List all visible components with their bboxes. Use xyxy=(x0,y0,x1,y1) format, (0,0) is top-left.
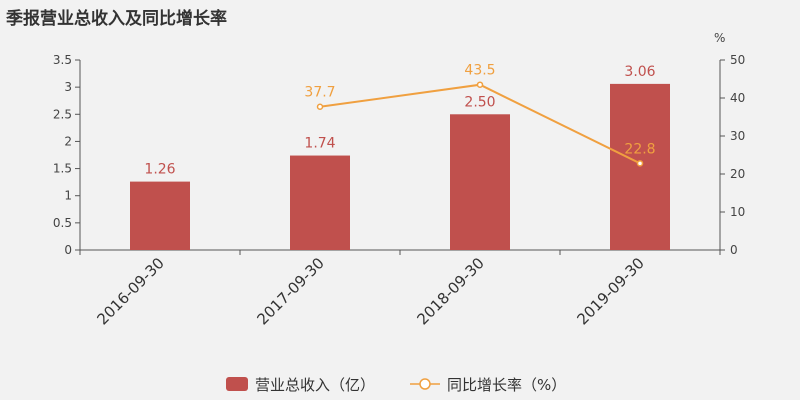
y-left-tick-label: 0 xyxy=(64,243,72,257)
y-left-tick-label: 0.5 xyxy=(53,216,72,230)
y-left-tick-label: 1.5 xyxy=(53,162,72,176)
y-left-tick-label: 2 xyxy=(64,134,72,148)
growth-point xyxy=(316,103,324,110)
bar-data-label: 1.26 xyxy=(144,162,175,178)
bar xyxy=(610,83,670,250)
growth-data-label: 37.7 xyxy=(304,85,335,101)
y-right-tick-label: 20 xyxy=(730,167,745,181)
legend-line-marker xyxy=(419,378,431,390)
x-tick-label: 2019-09-30 xyxy=(573,254,647,328)
bar xyxy=(450,114,510,251)
growth-point xyxy=(476,81,484,88)
y-right-unit: % xyxy=(714,31,725,45)
y-right-tick-label: 0 xyxy=(730,243,738,257)
growth-data-label: 22.8 xyxy=(624,141,655,157)
growth-point xyxy=(636,160,644,167)
y-right-tick-label: 10 xyxy=(730,205,745,219)
y-left-tick-label: 2.5 xyxy=(53,107,72,121)
x-tick-label: 2016-09-30 xyxy=(93,254,167,328)
bar-data-label: 2.50 xyxy=(464,94,495,110)
y-left-tick-label: 3 xyxy=(64,80,72,94)
x-tick-label: 2018-09-30 xyxy=(413,254,487,328)
y-right-tick-label: 50 xyxy=(730,53,745,67)
growth-data-label: 43.5 xyxy=(464,63,495,79)
y-right-tick-label: 30 xyxy=(730,129,745,143)
legend-bar-swatch xyxy=(226,377,248,391)
chart-title: 季报营业总收入及同比增长率 xyxy=(6,9,227,29)
bar xyxy=(290,155,350,250)
legend-bar-label: 营业总收入（亿） xyxy=(255,376,375,394)
legend-line-label: 同比增长率（%） xyxy=(447,376,566,394)
bar-data-label: 1.74 xyxy=(304,136,335,152)
bar-data-label: 3.06 xyxy=(624,64,655,80)
x-tick-label: 2017-09-30 xyxy=(253,254,327,328)
bar xyxy=(130,181,190,250)
y-right-tick-label: 40 xyxy=(730,91,745,105)
y-left-tick-label: 1 xyxy=(64,189,72,203)
y-left-tick-label: 3.5 xyxy=(53,53,72,67)
